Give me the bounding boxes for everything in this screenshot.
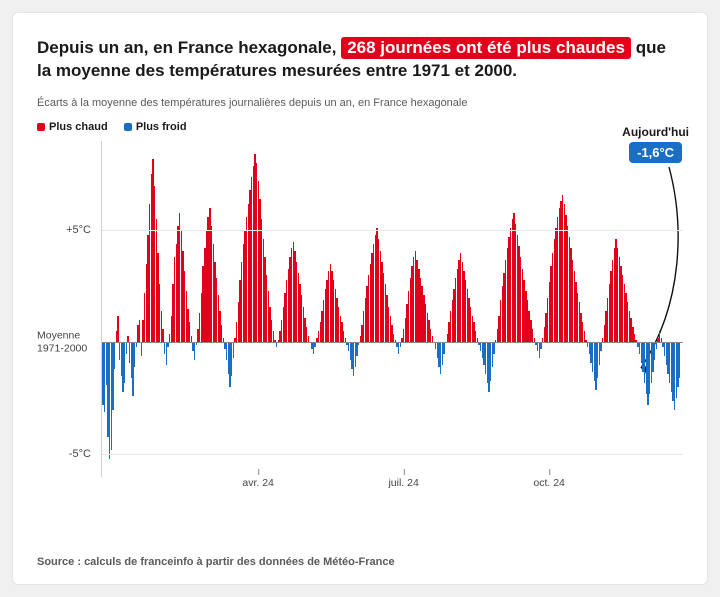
y-tick-label: -5°C — [31, 448, 91, 460]
chart-subtitle: Écarts à la moyenne des températures jou… — [37, 97, 683, 109]
x-tick-label: avr. 24 — [242, 477, 274, 489]
chart-card: Depuis un an, en France hexagonale, 268 … — [12, 12, 708, 585]
legend-swatch-hot — [37, 123, 45, 131]
y-axis-labels: +5°C-5°CMoyenne 1971-2000 — [37, 141, 97, 477]
plot-area — [101, 141, 683, 477]
chart-title: Depuis un an, en France hexagonale, 268 … — [37, 37, 683, 83]
legend-hot-label: Plus chaud — [49, 121, 108, 133]
chart-legend: Plus chaud Plus froid — [37, 121, 683, 133]
x-tick-label: oct. 24 — [533, 477, 565, 489]
x-tick-label: juil. 24 — [388, 477, 418, 489]
y-tick-label: +5°C — [31, 224, 91, 236]
legend-cold-label: Plus froid — [136, 121, 187, 133]
gridline — [102, 230, 683, 231]
title-highlight: 268 journées ont été plus chaudes — [341, 37, 631, 59]
bar — [679, 141, 681, 477]
callout-label: Aujourd'hui — [622, 125, 689, 139]
legend-swatch-cold — [124, 123, 132, 131]
chart-source: Source : calculs de franceinfo à partir … — [37, 556, 395, 568]
chart-area: +5°C-5°CMoyenne 1971-2000 avr. 24 juil. 2… — [37, 141, 683, 501]
bars-container — [102, 141, 683, 477]
title-pre: Depuis un an, en France hexagonale, — [37, 38, 341, 57]
gridline — [102, 454, 683, 455]
baseline-label: Moyenne 1971-2000 — [37, 330, 97, 355]
baseline-line — [102, 342, 683, 343]
x-axis-labels: avr. 24 juil. 24 oct. 24 — [101, 477, 683, 501]
